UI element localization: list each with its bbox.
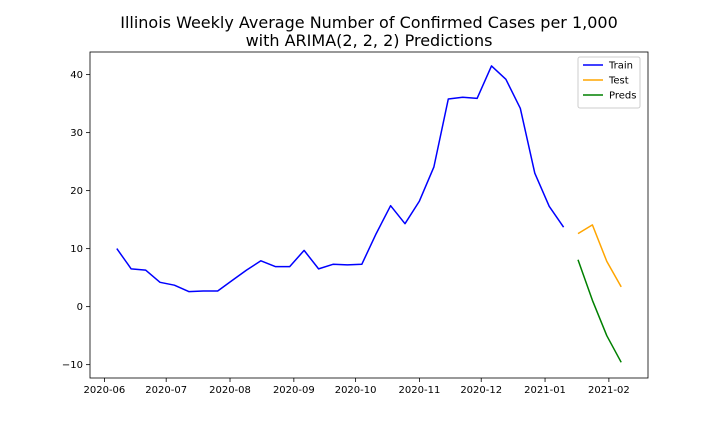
legend-label-preds: Preds bbox=[609, 91, 636, 102]
x-tick-label: 2020-10 bbox=[335, 385, 377, 396]
chart-title-line: Illinois Weekly Average Number of Confir… bbox=[120, 13, 618, 32]
axes-frame bbox=[89, 51, 649, 379]
x-tick-label: 2020-12 bbox=[460, 385, 502, 396]
x-tick-label: 2021-02 bbox=[588, 385, 630, 396]
y-tick-label: 30 bbox=[70, 128, 83, 139]
x-tick-label: 2020-11 bbox=[399, 385, 441, 396]
y-tick-label: −10 bbox=[62, 360, 83, 371]
plot-lines bbox=[116, 65, 622, 363]
preds-series-line bbox=[577, 259, 622, 363]
legend-label-test: Test bbox=[608, 76, 629, 87]
x-tick-label: 2020-09 bbox=[273, 385, 315, 396]
chart-title-line: with ARIMA(2, 2, 2) Predictions bbox=[246, 31, 493, 50]
chart-title: Illinois Weekly Average Number of Confir… bbox=[120, 13, 618, 50]
legend-label-train: Train bbox=[608, 61, 633, 72]
y-tick-label: 10 bbox=[70, 244, 83, 255]
x-tick-label: 2020-07 bbox=[145, 385, 187, 396]
y-axis: −10 0 10 20 30 40 bbox=[62, 70, 90, 371]
x-tick-label: 2020-08 bbox=[209, 385, 251, 396]
train-series-line bbox=[116, 65, 565, 293]
y-tick-label: 20 bbox=[70, 186, 83, 197]
x-tick-label: 2021-01 bbox=[524, 385, 566, 396]
y-tick-label: 40 bbox=[70, 70, 83, 81]
x-axis: 2020-06 2020-07 2020-08 2020-09 2020-10 2020-… bbox=[84, 378, 630, 396]
y-tick-label: 0 bbox=[77, 302, 83, 313]
legend: Train Test Preds bbox=[577, 56, 641, 109]
test-series-line bbox=[577, 224, 622, 288]
x-tick-label: 2020-06 bbox=[84, 385, 126, 396]
